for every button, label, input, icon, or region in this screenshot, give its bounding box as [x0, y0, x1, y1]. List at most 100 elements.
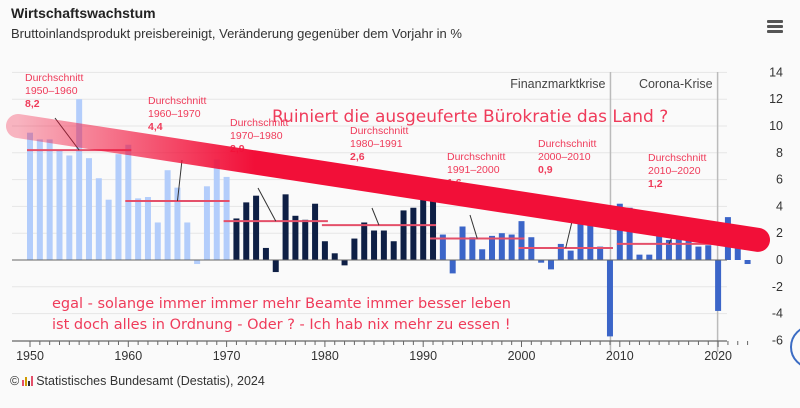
x-tick-label: 1950 — [16, 349, 44, 363]
x-tick-label: 1990 — [409, 349, 437, 363]
x-tick-label: 1960 — [114, 349, 142, 363]
bar-1973 — [253, 195, 260, 260]
chart-title: Wirtschaftswachstum — [11, 5, 156, 21]
bar-1996 — [479, 249, 486, 260]
bar-2017 — [685, 223, 692, 260]
average-title: Durchschnitt — [447, 151, 505, 163]
bar-1969 — [213, 159, 220, 260]
x-axis: 1950 1960 1970 1980 1990 2000 2010 2020 — [12, 259, 749, 363]
bar-1956 — [85, 158, 92, 260]
comment-line-2: ist doch alles in Ordnung - Oder ? - Ich… — [52, 317, 511, 333]
event-label: Corona-Krise — [639, 77, 713, 91]
bar-1986 — [380, 230, 387, 260]
bars — [27, 99, 751, 337]
bar-2012 — [636, 254, 643, 260]
bar-1993 — [449, 260, 456, 274]
event-label: Finanzmarktkrise — [510, 77, 605, 91]
y-tick-label: 12 — [769, 92, 783, 106]
x-tick-label: 2020 — [704, 349, 732, 363]
bar-2010 — [616, 203, 623, 260]
y-tick-label: -4 — [772, 307, 783, 321]
y-tick-label: 0 — [776, 253, 783, 267]
bar-2018 — [695, 246, 702, 260]
bar-1965 — [174, 187, 181, 260]
bar-1970 — [223, 176, 230, 260]
bar-2013 — [646, 254, 653, 260]
bar-1979 — [312, 203, 319, 260]
bar-1968 — [203, 186, 210, 260]
bar-1994 — [459, 226, 466, 260]
bar-2023 — [744, 260, 751, 265]
bar-1995 — [469, 237, 476, 260]
average-value: 8,2 — [25, 98, 40, 110]
bar-2006 — [577, 209, 584, 260]
bar-2002 — [538, 260, 545, 263]
average-connector — [371, 207, 380, 226]
bar-1987 — [390, 241, 397, 260]
source-text: Statistisches Bundesamt (Destatis), 2024 — [36, 374, 265, 388]
bar-1999 — [508, 234, 515, 260]
hamburger-menu-icon[interactable] — [767, 20, 783, 34]
average-connector — [257, 187, 277, 222]
chart-subtitle: Bruttoinlandsprodukt preisbereinigt, Ver… — [11, 26, 462, 41]
bar-1958 — [105, 199, 112, 260]
average-value: 1,2 — [648, 178, 663, 190]
bar-1980 — [321, 241, 328, 260]
bar-2020 — [715, 260, 722, 311]
y-tick-label: -6 — [772, 333, 783, 347]
bar-2015 — [665, 239, 672, 260]
bar-2005 — [567, 250, 574, 260]
average-period: 1970–1980 — [230, 130, 283, 142]
bar-1976 — [282, 194, 289, 260]
x-tick-label: 2000 — [508, 349, 536, 363]
red-trend-line — [6, 114, 770, 252]
red-trend-overlay — [6, 114, 770, 252]
average-value: 0,9 — [538, 164, 553, 176]
bar-1960 — [125, 144, 132, 260]
bar-2014 — [656, 230, 663, 260]
bar-2008 — [597, 246, 604, 260]
bar-1962 — [144, 197, 151, 260]
bar-1963 — [154, 222, 161, 260]
average-title: Durchschnitt — [148, 95, 206, 107]
average-value: 2,6 — [350, 151, 365, 163]
bar-1967 — [194, 260, 201, 265]
average-connector — [469, 214, 478, 239]
average-connector — [176, 159, 183, 202]
copyright-symbol: © — [10, 374, 20, 388]
bar-1974 — [262, 247, 269, 260]
bar-2016 — [675, 230, 682, 260]
bar-1992 — [439, 234, 446, 260]
bar-1989 — [410, 207, 417, 260]
bar-1966 — [184, 222, 191, 260]
y-tick-label: 8 — [776, 146, 783, 160]
bar-2004 — [557, 243, 564, 260]
x-tick-label: 2010 — [606, 349, 634, 363]
bar-2011 — [626, 207, 633, 260]
bar-1997 — [489, 235, 496, 260]
bar-1964 — [164, 170, 171, 260]
bar-2007 — [587, 219, 594, 260]
bar-1982 — [341, 260, 348, 266]
average-period: 1980–1991 — [350, 138, 403, 150]
average-value: 4,4 — [148, 121, 163, 133]
average-period: 2010–2020 — [648, 165, 701, 177]
y-tick-label: -2 — [772, 280, 783, 294]
comment-line-1: egal - solange immer immer mehr Beamte i… — [52, 296, 511, 312]
average-period: 2000–2010 — [538, 151, 591, 163]
footer: © Statistisches Bundesamt (Destatis), 20… — [10, 374, 265, 388]
bar-1972 — [243, 202, 250, 260]
average-title: Durchschnitt — [230, 117, 288, 129]
bar-2003 — [547, 260, 554, 270]
bar-1953 — [56, 150, 63, 260]
bar-1954 — [66, 155, 73, 260]
bar-1984 — [361, 222, 368, 260]
bar-1955 — [76, 99, 83, 260]
bar-1975 — [272, 260, 279, 273]
average-title: Durchschnitt — [648, 152, 706, 164]
x-tick-label: 1980 — [311, 349, 339, 363]
bar-1950 — [27, 132, 33, 260]
destatis-logo-icon — [22, 376, 34, 386]
bar-1957 — [95, 178, 102, 260]
